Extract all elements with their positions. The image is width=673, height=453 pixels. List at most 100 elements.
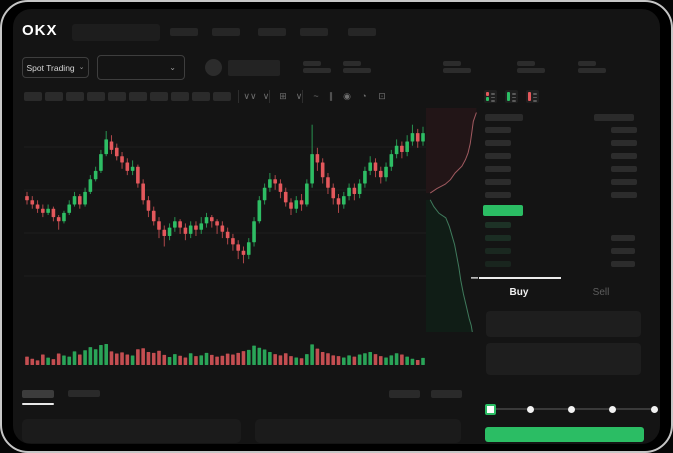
- timeframe-button[interactable]: [66, 92, 84, 101]
- timeframe-button[interactable]: [171, 92, 189, 101]
- price-input[interactable]: [486, 311, 641, 337]
- volume-bar: [220, 355, 225, 365]
- ask-row[interactable]: [478, 127, 658, 135]
- nav-item[interactable]: [212, 28, 240, 36]
- volume-bar: [363, 353, 367, 365]
- history-tab[interactable]: [68, 390, 100, 397]
- candle-body: [162, 229, 167, 236]
- okx-logo: OKX: [22, 22, 58, 39]
- slider-step-dot[interactable]: [609, 405, 617, 413]
- market-type-selector[interactable]: Spot Trading ⌄: [22, 57, 89, 78]
- line-tool-icon[interactable]: ~: [313, 91, 319, 101]
- slider-step-dot[interactable]: [568, 405, 575, 413]
- icon-line: [512, 96, 516, 98]
- volume-bar: [246, 349, 251, 365]
- bids-color-swatch: [486, 97, 489, 101]
- pair-selector[interactable]: ⌄: [97, 55, 185, 80]
- volume-bar: [104, 344, 108, 365]
- volume-bar: [410, 358, 415, 365]
- volume-bar: [62, 355, 66, 365]
- timeframe-button[interactable]: [192, 92, 210, 101]
- toolbar-divider: [269, 90, 270, 103]
- chart-type-chevron-icon[interactable]: ∨: [262, 91, 270, 101]
- fullscreen-icon[interactable]: ⊡: [378, 91, 386, 101]
- chart-type-icon[interactable]: ∨∨: [243, 91, 257, 101]
- last-price-badge[interactable]: [483, 205, 523, 216]
- candle-body: [299, 200, 304, 205]
- ask-row[interactable]: [478, 140, 658, 148]
- snapshot-icon[interactable]: ◉: [343, 91, 351, 101]
- ask-row[interactable]: [478, 179, 658, 187]
- candle-body: [83, 191, 87, 205]
- compare-icon[interactable]: ∥: [328, 91, 334, 101]
- stat-value-placeholder: [517, 68, 545, 73]
- amount-input[interactable]: [486, 343, 641, 375]
- candle-body: [35, 204, 40, 209]
- volume-bar: [283, 353, 288, 365]
- candle-body: [363, 170, 367, 184]
- bid-price-placeholder: [485, 248, 511, 254]
- orderbook-bids-icon[interactable]: [505, 90, 518, 103]
- bid-row[interactable]: [478, 235, 658, 243]
- ask-row[interactable]: [478, 166, 658, 174]
- nav-item[interactable]: [300, 28, 328, 36]
- volume-bar: [400, 354, 404, 365]
- timeframe-button[interactable]: [45, 92, 63, 101]
- candlestick-chart[interactable]: [22, 110, 428, 368]
- nav-item[interactable]: [258, 28, 286, 36]
- history-icon[interactable]: ◔: [361, 91, 367, 101]
- timeframe-button[interactable]: [150, 92, 168, 101]
- search-input[interactable]: [72, 24, 160, 41]
- depth-chart[interactable]: [426, 108, 478, 332]
- volume-bar: [315, 348, 320, 365]
- timeframe-button[interactable]: [129, 92, 147, 101]
- volume-bar: [194, 356, 198, 365]
- nav-item[interactable]: [348, 28, 376, 36]
- candle-body: [357, 183, 362, 194]
- ask-row[interactable]: [478, 153, 658, 161]
- bid-amount-placeholder: [611, 261, 635, 267]
- stat-value-placeholder: [343, 68, 371, 73]
- candle-body: [188, 225, 193, 234]
- submit-buy-button[interactable]: [485, 427, 644, 442]
- slider-handle[interactable]: [484, 404, 496, 415]
- bids-depth-area: [426, 199, 473, 332]
- candle-body: [173, 221, 177, 228]
- orderbook-panel: [478, 86, 658, 278]
- indicators-icon[interactable]: ⊞: [279, 91, 287, 101]
- panel-action-button[interactable]: [389, 390, 420, 398]
- stat-value-placeholder: [578, 68, 606, 73]
- nav-item[interactable]: [170, 28, 198, 36]
- volume-bar: [125, 354, 130, 365]
- orders-tab-active[interactable]: [22, 390, 54, 398]
- candle-body: [178, 221, 182, 228]
- tab-sell[interactable]: Sell: [592, 286, 610, 298]
- timeframe-button[interactable]: [24, 92, 42, 101]
- panel-action-button[interactable]: [431, 390, 462, 398]
- bid-row[interactable]: [478, 261, 658, 269]
- bid-row[interactable]: [478, 248, 658, 256]
- timeframe-button[interactable]: [213, 92, 231, 101]
- tab-buy[interactable]: Buy: [509, 286, 529, 298]
- orderbook-both-icon[interactable]: [484, 90, 497, 103]
- volume-bar: [41, 354, 45, 365]
- ask-amount-placeholder: [611, 192, 637, 198]
- ask-price-placeholder: [485, 192, 511, 198]
- orderbook-asks-icon[interactable]: [526, 90, 539, 103]
- bid-row[interactable]: [478, 222, 658, 230]
- bid-price-placeholder: [485, 235, 511, 241]
- slider-step-dot[interactable]: [526, 405, 534, 413]
- indicators-chevron-icon[interactable]: ∨: [295, 91, 303, 101]
- ask-amount-placeholder: [611, 179, 637, 185]
- candle-body: [220, 225, 225, 232]
- bids-color-swatch: [507, 92, 510, 101]
- slider-step-dot[interactable]: [650, 405, 658, 413]
- timeframe-button[interactable]: [108, 92, 126, 101]
- candle-body: [315, 154, 320, 163]
- market-type-label: Spot Trading: [26, 62, 75, 73]
- timeframe-button[interactable]: [87, 92, 105, 101]
- ask-row[interactable]: [478, 192, 658, 200]
- candle-body: [130, 166, 135, 171]
- volume-bar: [99, 345, 103, 365]
